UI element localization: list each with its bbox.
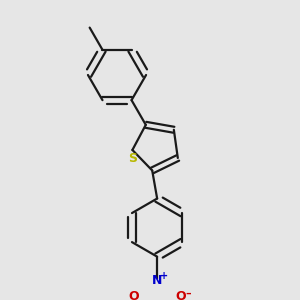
Text: O: O bbox=[128, 290, 139, 300]
Text: O: O bbox=[175, 290, 186, 300]
Text: –: – bbox=[185, 289, 191, 299]
Text: N: N bbox=[152, 274, 162, 287]
Text: S: S bbox=[128, 152, 137, 165]
Text: +: + bbox=[160, 272, 168, 281]
